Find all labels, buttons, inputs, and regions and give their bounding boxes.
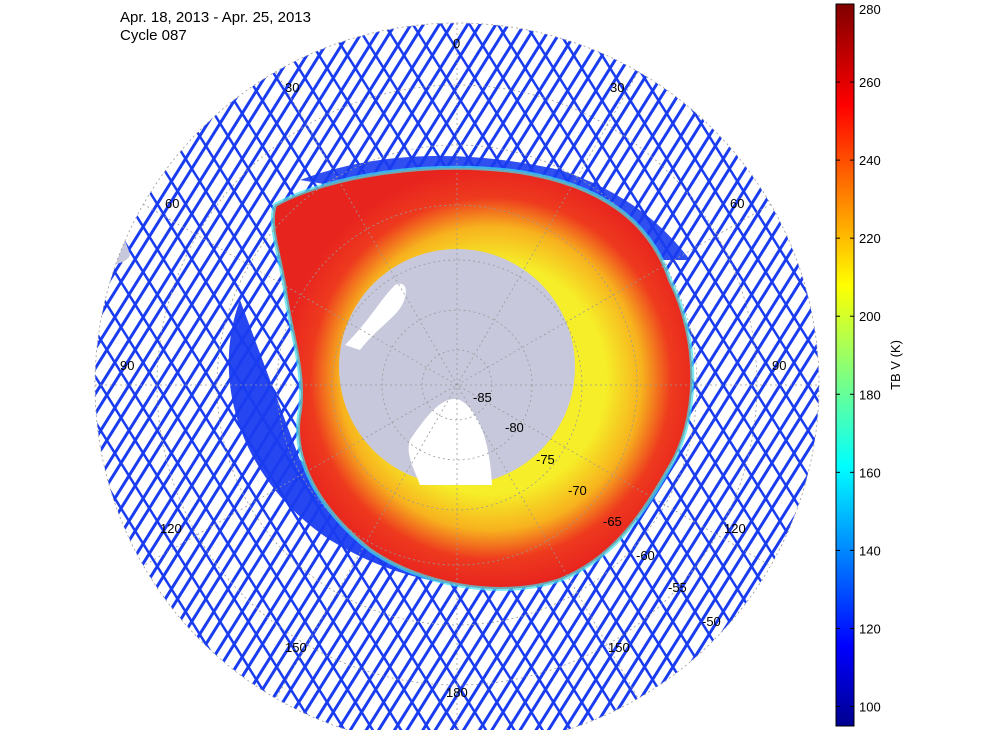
cycle-label: Cycle 087 <box>120 27 187 44</box>
lon-label-30w: 30 <box>285 80 299 95</box>
colorbar-ticks: 100 120 140 160 180 200 220 240 260 280 <box>836 2 881 714</box>
ronne-ice-shelf <box>345 283 406 350</box>
colorbar-tick-label: 280 <box>859 2 881 17</box>
lon-label-30e: 30 <box>610 80 624 95</box>
lon-label-180: 180 <box>446 685 468 700</box>
colorbar-tick-label: 240 <box>859 153 881 168</box>
colorbar-tick-label: 260 <box>859 75 881 90</box>
longitude-labels: 0 30 30 60 60 90 90 120 120 150 150 180 <box>120 36 786 700</box>
lon-label-90e: 90 <box>772 358 786 373</box>
lat-label-70: -70 <box>568 483 587 498</box>
lon-label-90w: 90 <box>120 358 134 373</box>
colorbar-label: TB V (K) <box>888 340 903 390</box>
lat-label-60: -60 <box>636 548 655 563</box>
south-america-land <box>95 205 130 265</box>
lat-label-80: -80 <box>505 420 524 435</box>
lat-label-65: -65 <box>603 514 622 529</box>
colorbar: 100 120 140 160 180 200 220 240 260 280 TB V (K) <box>835 2 903 727</box>
graticule <box>94 22 820 730</box>
lon-label-120e: 120 <box>724 521 746 536</box>
lon-label-60e: 60 <box>730 196 744 211</box>
colorbar-tick-label: 140 <box>859 543 881 558</box>
lon-label-60w: 60 <box>165 196 179 211</box>
ross-ice-shelf <box>408 399 492 485</box>
lon-label-150e: 150 <box>608 640 630 655</box>
colorbar-tick-label: 220 <box>859 231 881 246</box>
colorbar-tick-label: 100 <box>859 699 881 714</box>
lon-label-150w: 150 <box>285 640 307 655</box>
lat-label-85: -85 <box>473 390 492 405</box>
lat-label-55: -55 <box>668 580 687 595</box>
latitude-labels: -85 -80 -75 -70 -65 -60 -55 -50 <box>473 390 721 629</box>
colorbar-gradient <box>835 3 855 727</box>
lon-label-0: 0 <box>453 36 460 51</box>
date-range-title: Apr. 18, 2013 - Apr. 25, 2013 <box>120 9 311 26</box>
colorbar-tick-label: 200 <box>859 309 881 324</box>
colorbar-tick-label: 180 <box>859 387 881 402</box>
lat-label-75: -75 <box>536 452 555 467</box>
ice-edge <box>270 165 695 591</box>
lat-label-50: -50 <box>702 614 721 629</box>
colorbar-tick-label: 160 <box>859 465 881 480</box>
lon-label-120w: 120 <box>160 521 182 536</box>
colorbar-tick-label: 120 <box>859 621 881 636</box>
